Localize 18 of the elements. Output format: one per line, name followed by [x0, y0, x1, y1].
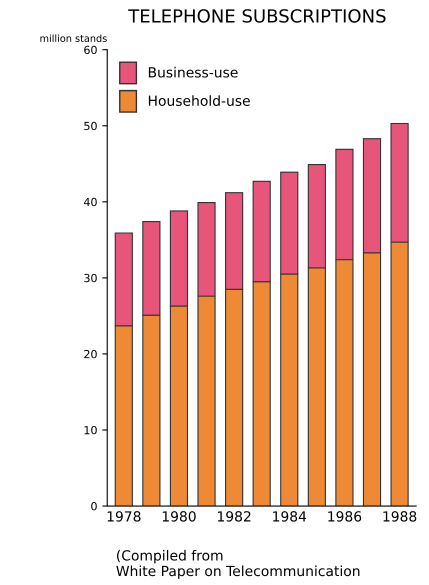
y-tick-label: 10 — [84, 426, 97, 434]
x-tick-label: 1980 — [162, 511, 196, 522]
x-tick-label: 1982 — [218, 511, 250, 522]
y-axis-title: million stands — [40, 34, 107, 42]
y-tick-label: 30 — [84, 274, 97, 282]
x-tick-label: 1984 — [273, 511, 306, 522]
y-tick-label: 50 — [84, 122, 97, 130]
x-tick-label: 1986 — [328, 511, 362, 522]
chart-title: TELEPHONE SUBSCRIPTIONS — [128, 9, 386, 23]
x-tick-label: 1978 — [108, 511, 141, 522]
legend-label: Household-use — [148, 95, 250, 106]
text: (Compiled from White Paper on Telecommunication — [116, 550, 360, 579]
y-tick-label: 0 — [91, 502, 97, 510]
x-tick-label: 1988 — [383, 511, 416, 522]
y-tick-label: 40 — [84, 198, 97, 206]
legend-label: Business-use — [148, 66, 238, 78]
y-tick-label: 60 — [84, 46, 97, 54]
y-tick-label: 20 — [84, 350, 97, 358]
